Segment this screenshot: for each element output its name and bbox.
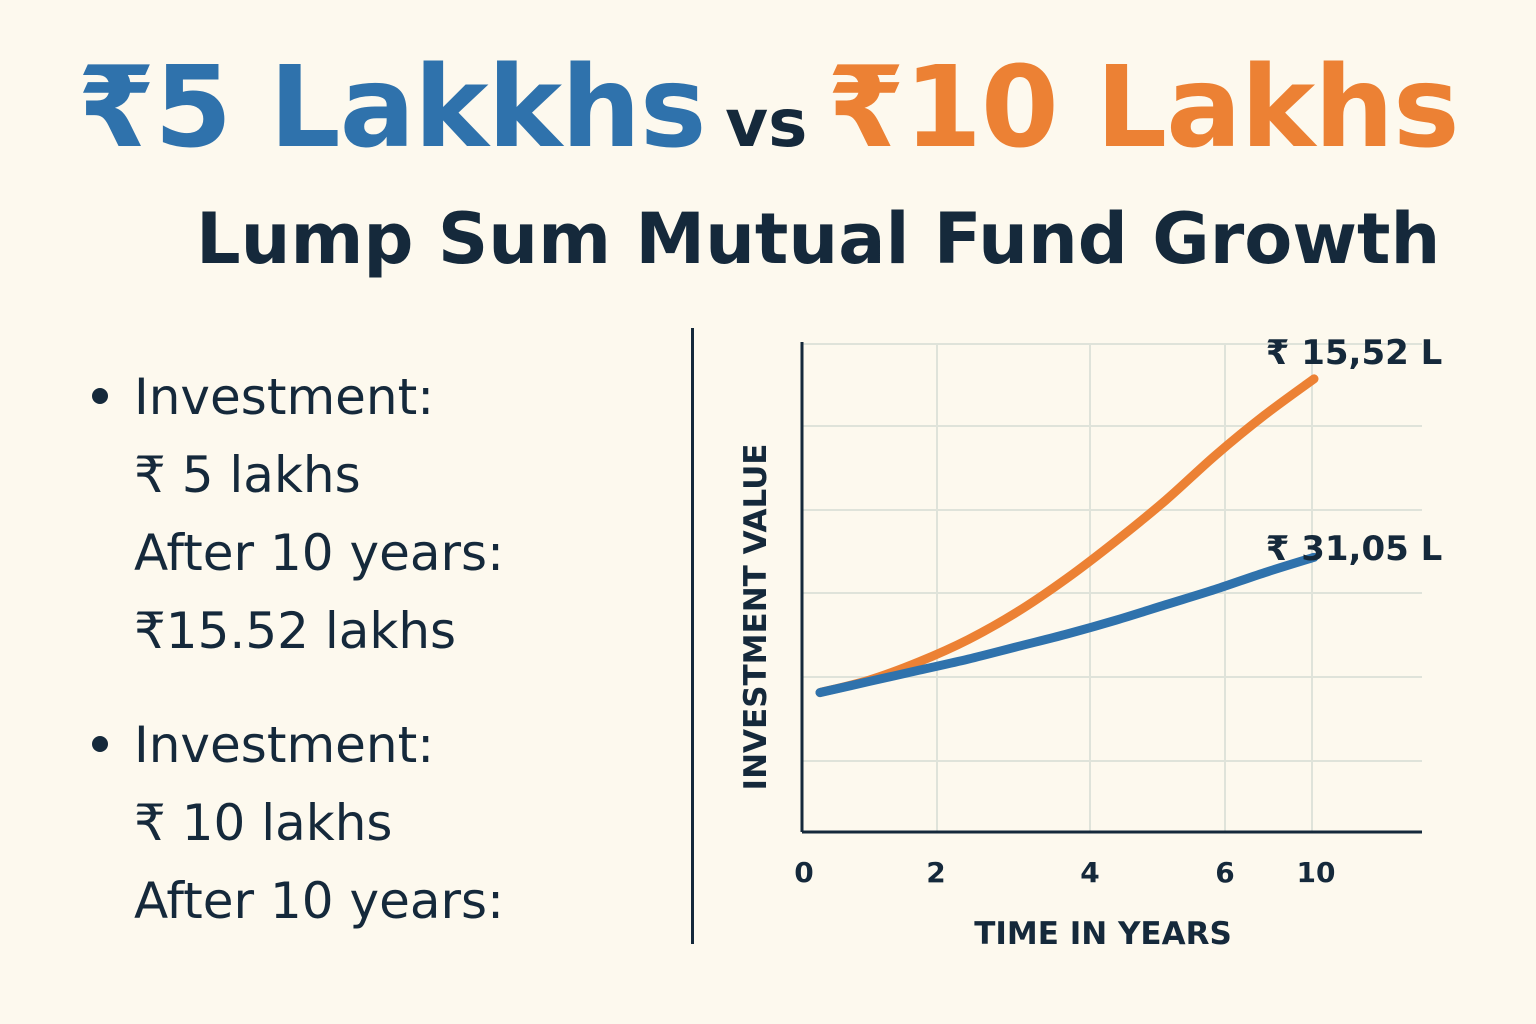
series-line-1 [815,552,1319,698]
headline: ₹5 Lakkhs vs ₹10 Lakhs [0,52,1536,164]
info-line: ₹ 5 lakhs [134,446,361,504]
headline-vs: vs [725,85,808,162]
headline-amount-5-lakhs: ₹5 Lakkhs [77,43,706,173]
investment-info: Investment: ₹ 5 lakhs After 10 years: ₹1… [90,358,670,976]
bullet-icon [92,388,108,404]
x-tick-labels: 0 2 4 6 10 [794,856,1335,889]
chart-grid [802,343,1422,832]
vertical-divider [691,328,694,944]
subtitle: Lump Sum Mutual Fund Growth [196,198,1441,280]
series-line-0 [815,374,1319,698]
bullet-icon [92,736,108,752]
info-line: After 10 years: [134,872,504,930]
info-line: Investment: [134,716,435,774]
x-axis-label: TIME IN YEARS [974,916,1232,952]
data-label-1: ₹ 31,05 L [1266,529,1443,569]
x-tick-label: 0 [794,856,813,889]
info-block-5-lakhs: Investment: ₹ 5 lakhs After 10 years: ₹1… [90,358,670,670]
info-block-10-lakhs: Investment: ₹ 10 lakhs After 10 years: [90,706,670,940]
headline-amount-10-lakhs: ₹10 Lakhs [827,43,1460,173]
x-tick-label: 6 [1215,856,1234,889]
x-tick-label: 4 [1080,856,1099,889]
info-line: Investment: [134,368,435,426]
info-line: ₹ 10 lakhs [134,794,393,852]
info-line: After 10 years: [134,524,504,582]
x-tick-label: 2 [926,856,945,889]
data-labels: ₹ 15,52 L ₹ 31,05 L [1266,333,1443,569]
y-axis-label: INVESTMENT VALUE [738,444,774,791]
growth-chart: 0 2 4 6 10 TIME IN YEARS INVESTMENT VALUE ₹ … [738,333,1443,952]
data-label-0: ₹ 15,52 L [1266,333,1443,373]
info-line: ₹15.52 lakhs [134,602,457,660]
chart-series [815,374,1319,698]
x-tick-label: 10 [1297,856,1336,889]
